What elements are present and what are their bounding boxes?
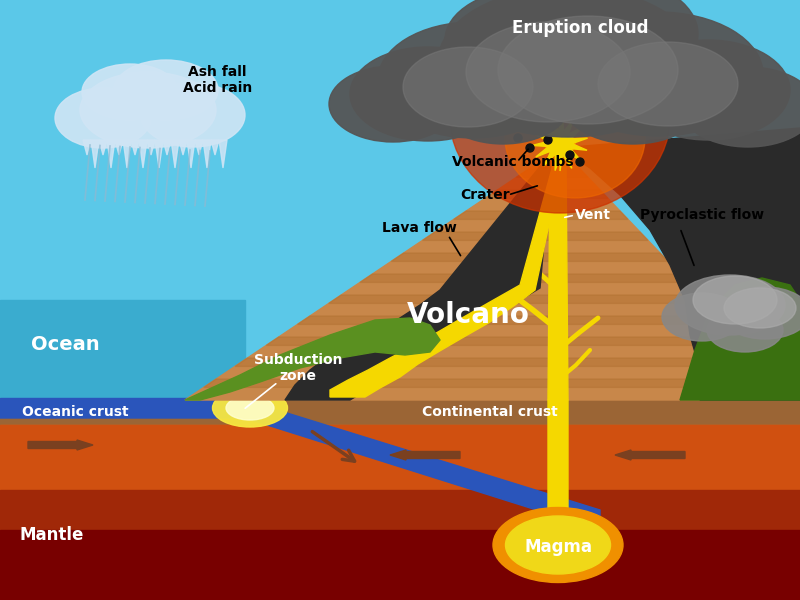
Polygon shape: [185, 318, 440, 400]
Polygon shape: [560, 128, 800, 400]
Polygon shape: [548, 158, 568, 400]
Ellipse shape: [561, 56, 705, 144]
Ellipse shape: [680, 67, 800, 147]
Text: Volcano: Volcano: [406, 301, 530, 329]
Polygon shape: [391, 253, 668, 262]
Polygon shape: [285, 148, 568, 400]
Ellipse shape: [498, 16, 678, 124]
Text: Acid rain: Acid rain: [183, 81, 252, 95]
Polygon shape: [615, 450, 685, 460]
Bar: [0, 530, 800, 600]
Ellipse shape: [403, 47, 533, 127]
Ellipse shape: [55, 88, 151, 148]
Text: Volcanic bombs: Volcanic bombs: [452, 155, 574, 169]
Ellipse shape: [544, 136, 552, 144]
Ellipse shape: [506, 516, 610, 574]
Ellipse shape: [566, 151, 574, 159]
Ellipse shape: [553, 12, 763, 136]
Bar: [0, 490, 800, 600]
Ellipse shape: [466, 22, 630, 122]
Text: Crater: Crater: [460, 188, 510, 202]
Polygon shape: [329, 295, 708, 304]
Bar: [0, 300, 245, 398]
Polygon shape: [83, 140, 227, 168]
Ellipse shape: [438, 0, 698, 137]
Text: Lava flow: Lava flow: [382, 221, 457, 235]
Ellipse shape: [724, 288, 796, 328]
Ellipse shape: [662, 293, 742, 341]
Polygon shape: [390, 450, 460, 460]
Ellipse shape: [508, 0, 698, 92]
Ellipse shape: [493, 508, 623, 583]
Ellipse shape: [626, 40, 790, 140]
Polygon shape: [422, 232, 648, 241]
Ellipse shape: [82, 64, 178, 120]
Ellipse shape: [707, 308, 783, 352]
Polygon shape: [298, 316, 728, 325]
Ellipse shape: [80, 72, 216, 148]
Polygon shape: [454, 211, 628, 220]
Text: Continental crust: Continental crust: [422, 405, 558, 419]
Ellipse shape: [576, 158, 584, 166]
Ellipse shape: [213, 389, 287, 427]
Polygon shape: [485, 190, 608, 199]
Text: Eruption cloud: Eruption cloud: [512, 19, 648, 37]
Ellipse shape: [675, 275, 785, 335]
Polygon shape: [204, 379, 788, 388]
Text: Vent: Vent: [575, 208, 611, 222]
Polygon shape: [28, 440, 93, 450]
Ellipse shape: [505, 78, 645, 198]
Ellipse shape: [329, 66, 457, 142]
Ellipse shape: [445, 0, 621, 92]
Ellipse shape: [720, 287, 800, 339]
Polygon shape: [543, 400, 573, 530]
Polygon shape: [235, 358, 768, 367]
Ellipse shape: [378, 22, 568, 138]
Polygon shape: [680, 278, 800, 400]
Polygon shape: [532, 115, 587, 171]
Ellipse shape: [526, 144, 534, 152]
Text: Ash fall: Ash fall: [188, 65, 246, 79]
Bar: [0, 398, 245, 416]
Ellipse shape: [598, 42, 738, 126]
Ellipse shape: [450, 23, 670, 213]
Bar: [0, 425, 800, 490]
Text: Pyroclastic flow: Pyroclastic flow: [640, 208, 764, 222]
Text: Ocean: Ocean: [30, 335, 99, 355]
Ellipse shape: [545, 130, 575, 155]
Ellipse shape: [141, 83, 245, 147]
Ellipse shape: [226, 396, 274, 420]
Text: Mantle: Mantle: [20, 526, 84, 544]
Ellipse shape: [114, 60, 218, 120]
Polygon shape: [266, 337, 748, 346]
Polygon shape: [0, 400, 600, 530]
Ellipse shape: [435, 60, 571, 144]
Polygon shape: [516, 169, 588, 178]
Text: Subduction
zone: Subduction zone: [254, 353, 342, 383]
Text: Oceanic crust: Oceanic crust: [22, 405, 128, 419]
Ellipse shape: [514, 134, 522, 142]
Polygon shape: [360, 274, 688, 283]
Ellipse shape: [693, 276, 777, 324]
Polygon shape: [330, 154, 564, 397]
Bar: [0, 398, 800, 425]
Ellipse shape: [350, 47, 506, 141]
Text: Magma: Magma: [524, 538, 592, 556]
Polygon shape: [185, 148, 800, 400]
